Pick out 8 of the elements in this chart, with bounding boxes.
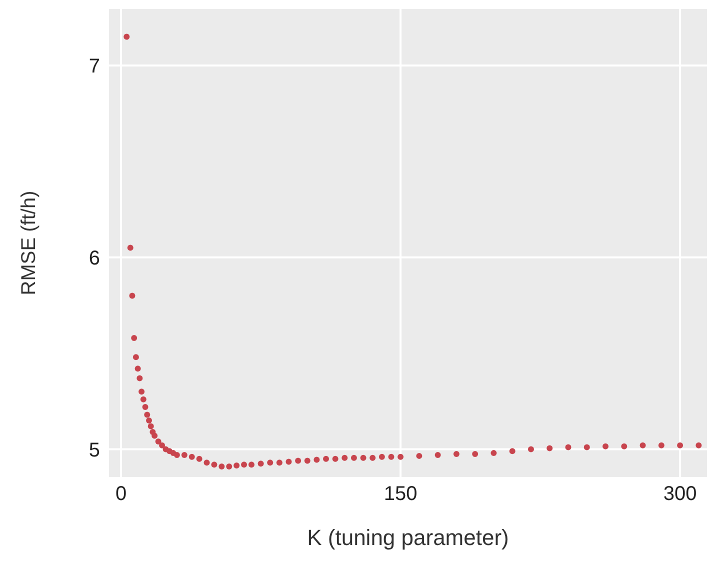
x-tick-label: 150 bbox=[384, 483, 418, 506]
x-axis-title: K (tuning parameter) bbox=[307, 525, 509, 550]
y-tick-label: 7 bbox=[88, 56, 100, 78]
y-tick-label: 5 bbox=[88, 439, 100, 462]
x-tick-label: 0 bbox=[115, 483, 127, 506]
y-axis-title: RMSE (ft/h) bbox=[18, 190, 40, 296]
y-tick-label: 6 bbox=[88, 247, 100, 270]
x-tick-label: 300 bbox=[663, 483, 697, 506]
